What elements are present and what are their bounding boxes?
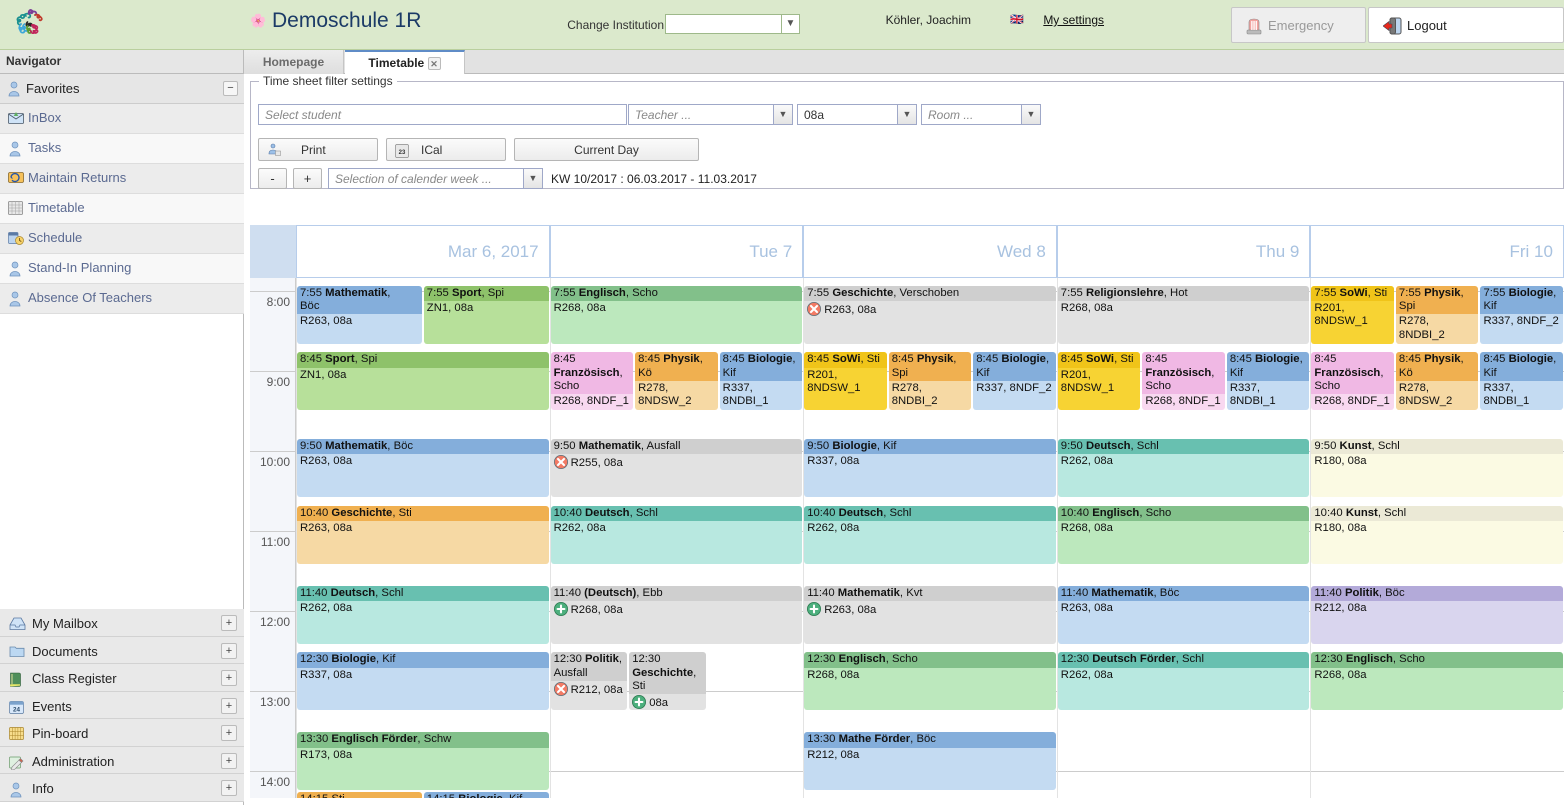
svg-text:23: 23 bbox=[399, 150, 406, 156]
svg-text:24: 24 bbox=[13, 706, 21, 713]
